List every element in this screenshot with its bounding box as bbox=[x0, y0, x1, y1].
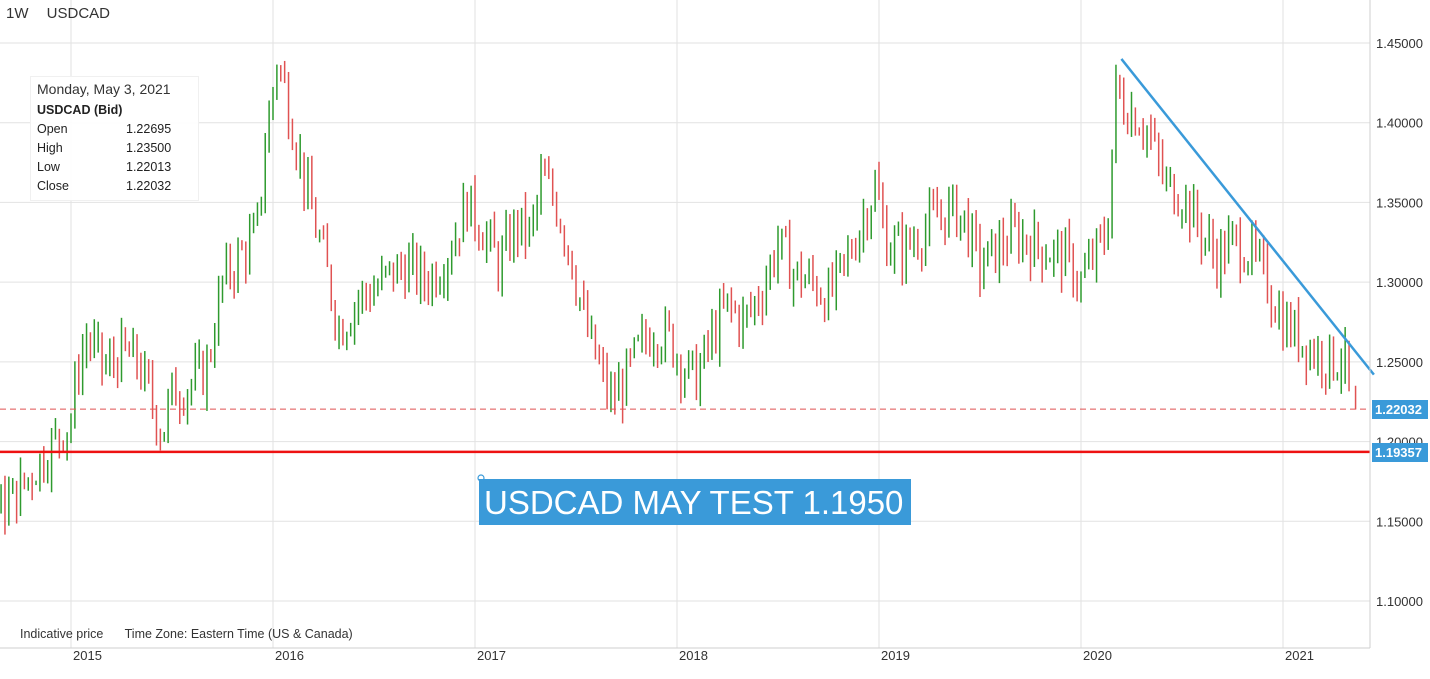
info-label: Close bbox=[37, 179, 69, 193]
info-row-open: Open 1.22695 bbox=[37, 120, 192, 139]
y-tick-label: 1.45000 bbox=[1376, 36, 1423, 51]
ohlc-info-box: Monday, May 3, 2021 USDCAD (Bid) Open 1.2… bbox=[30, 76, 199, 201]
x-tick-label: 2016 bbox=[275, 648, 304, 663]
info-label: High bbox=[37, 141, 63, 155]
info-row-close: Close 1.22032 bbox=[37, 177, 192, 196]
y-tick-label: 1.40000 bbox=[1376, 116, 1423, 131]
x-tick-label: 2017 bbox=[477, 648, 506, 663]
x-tick-label: 2018 bbox=[679, 648, 708, 663]
timezone-note: Time Zone: Eastern Time (US & Canada) bbox=[124, 627, 353, 641]
info-label: Open bbox=[37, 122, 68, 136]
y-tick-label: 1.35000 bbox=[1376, 195, 1423, 210]
indicative-note: Indicative price bbox=[20, 627, 104, 641]
current-price-tag: 1.22032 bbox=[1372, 400, 1428, 420]
y-tick-label: 1.25000 bbox=[1376, 355, 1423, 370]
annotation-callout[interactable]: USDCAD MAY TEST 1.1950 bbox=[479, 479, 912, 525]
chart-footer: Indicative price Time Zone: Eastern Time… bbox=[20, 627, 371, 641]
interval-label[interactable]: 1W bbox=[6, 5, 29, 22]
info-row-low: Low 1.22013 bbox=[37, 158, 192, 177]
support-price-tag: 1.19357 bbox=[1372, 442, 1428, 462]
axes: 1.100001.150001.200001.250001.300001.350… bbox=[0, 0, 1423, 663]
symbol-label[interactable]: USDCAD bbox=[46, 5, 111, 22]
info-row-high: High 1.23500 bbox=[37, 139, 192, 158]
y-tick-label: 1.30000 bbox=[1376, 275, 1423, 290]
x-tick-label: 2021 bbox=[1285, 648, 1314, 663]
info-date: Monday, May 3, 2021 bbox=[37, 81, 171, 97]
grid bbox=[0, 0, 1370, 648]
info-value: 1.22013 bbox=[126, 160, 172, 174]
info-value: 1.22695 bbox=[126, 122, 172, 136]
trend-line bbox=[1120, 58, 1375, 376]
y-tick-label: 1.10000 bbox=[1376, 594, 1423, 609]
annotation-lines bbox=[0, 58, 1375, 482]
x-tick-label: 2015 bbox=[73, 648, 102, 663]
chart-header: 1W USDCAD bbox=[6, 5, 124, 22]
info-value: 1.22032 bbox=[126, 179, 172, 193]
info-value: 1.23500 bbox=[126, 141, 172, 155]
x-tick-label: 2020 bbox=[1083, 648, 1112, 663]
ohlc-bars bbox=[0, 60, 1357, 535]
x-tick-label: 2019 bbox=[881, 648, 910, 663]
y-tick-label: 1.15000 bbox=[1376, 514, 1423, 529]
info-label: Low bbox=[37, 160, 60, 174]
info-instrument: USDCAD (Bid) bbox=[37, 103, 123, 117]
